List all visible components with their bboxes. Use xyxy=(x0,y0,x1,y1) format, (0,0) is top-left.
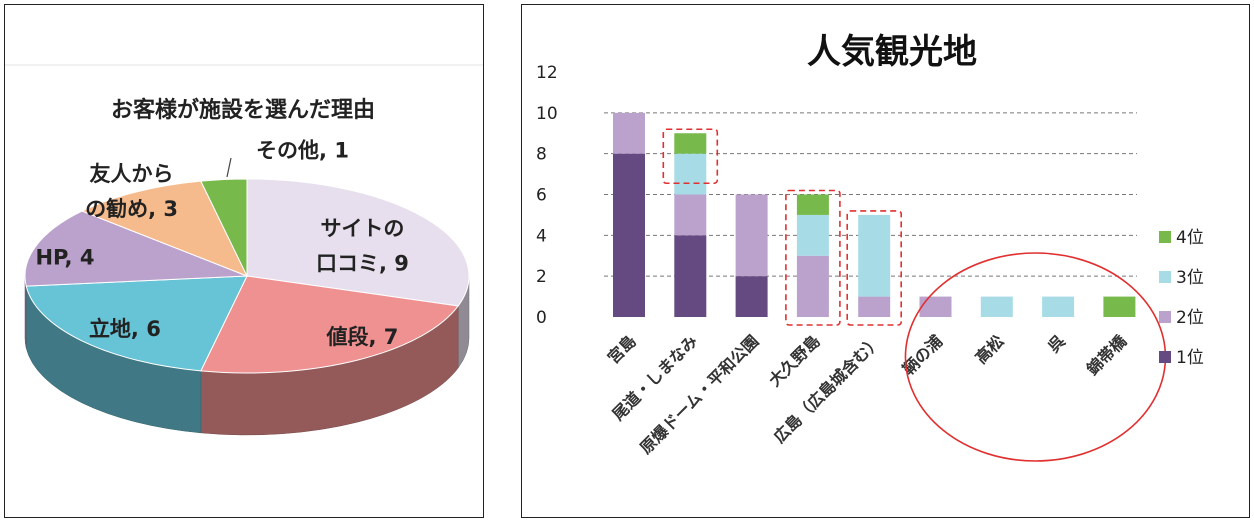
legend-label-1: 2位 xyxy=(1176,308,1204,328)
bar-7-series-2 xyxy=(1042,297,1074,317)
pie-chart: お客様が施設を選んだ理由 サイトの口コミ, 9値段, 7立地, 6HP, 4友人… xyxy=(5,5,483,517)
bar-1-series-2 xyxy=(674,154,706,195)
x-tick-label-3: 大久野島 xyxy=(765,331,824,390)
highlight-ellipse xyxy=(905,253,1165,461)
legend-label-2: 3位 xyxy=(1176,268,1204,288)
pie-chart-title: お客様が施設を選んだ理由 xyxy=(111,97,375,123)
y-tick-label-8: 8 xyxy=(536,145,547,165)
legend-label-0: 1位 xyxy=(1176,348,1204,368)
legend-swatch-2 xyxy=(1159,271,1171,283)
pie-leader-line xyxy=(227,158,231,177)
y-tick-label-0: 0 xyxy=(536,308,547,328)
x-tick-label-6: 高松 xyxy=(972,331,1008,367)
y-tick-label-2: 2 xyxy=(536,267,547,287)
legend: 4位 3位 2位 1位 xyxy=(1159,228,1204,368)
pie-slice-2-label: 立地, 6 xyxy=(89,317,161,341)
bar-0-series-0 xyxy=(613,154,645,317)
bar-3-series-3 xyxy=(797,195,829,215)
bar-1-series-3 xyxy=(674,133,706,153)
y-tick-label-6: 6 xyxy=(536,186,547,206)
y-tick-label-4: 4 xyxy=(536,226,547,246)
x-tick-label-7: 呉 xyxy=(1044,331,1069,356)
pie-chart-panel: お客様が施設を選んだ理由 サイトの口コミ, 9 値段, 7 立地, 6 HP, 4 友人… xyxy=(4,4,484,518)
legend-swatch-1 xyxy=(1159,311,1171,323)
bar-4-series-1 xyxy=(858,297,890,317)
x-tick-label-2: 原爆ドーム・平和公園 xyxy=(636,331,762,457)
bar-3-series-1 xyxy=(797,256,829,317)
bar-6-series-2 xyxy=(981,297,1013,317)
bars xyxy=(613,113,1135,317)
bar-5-series-1 xyxy=(920,297,952,317)
pie-slice-1-label: 値段, 7 xyxy=(325,325,398,349)
bar-2-series-0 xyxy=(736,276,768,317)
pie-slice-3-label: HP, 4 xyxy=(35,245,94,269)
y-tick-label-12: 12 xyxy=(536,63,558,83)
x-axis-tick-labels: 宮島尾道・しまなみ原爆ドーム・平和公園 大久野島広島（広島城含む） 鞆の浦 高松呉錦帯… xyxy=(604,331,1131,458)
y-axis-tick-labels: 0 2 4 6 8 10 12 xyxy=(536,63,558,328)
bar-3-series-2 xyxy=(797,215,829,256)
bar-8-series-3 xyxy=(1103,297,1135,317)
x-tick-label-4: 広島（広島城含む） xyxy=(770,331,885,446)
pie-slice-5-label: その他, 1 xyxy=(256,139,349,163)
x-tick-label-8: 錦帯橋 xyxy=(1083,331,1131,379)
bar-1-series-1 xyxy=(674,195,706,236)
bar-0-series-1 xyxy=(613,113,645,154)
bar-chart-title: 人気観光地 xyxy=(807,32,977,72)
legend-label-3: 4位 xyxy=(1176,228,1204,248)
y-tick-label-10: 10 xyxy=(536,104,558,124)
bar-2-series-1 xyxy=(736,195,768,277)
bar-chart-panel: 人気観光地 0 2 4 6 8 10 12 宮島 尾道・しまなみ 原爆ドーム・平和公園 大久野島広… xyxy=(521,4,1250,518)
legend-swatch-3 xyxy=(1159,231,1171,243)
legend-swatch-0 xyxy=(1159,351,1171,363)
x-tick-label-0: 宮島 xyxy=(604,331,640,367)
bar-4-series-2 xyxy=(858,215,890,297)
bar-1-series-0 xyxy=(674,235,706,317)
